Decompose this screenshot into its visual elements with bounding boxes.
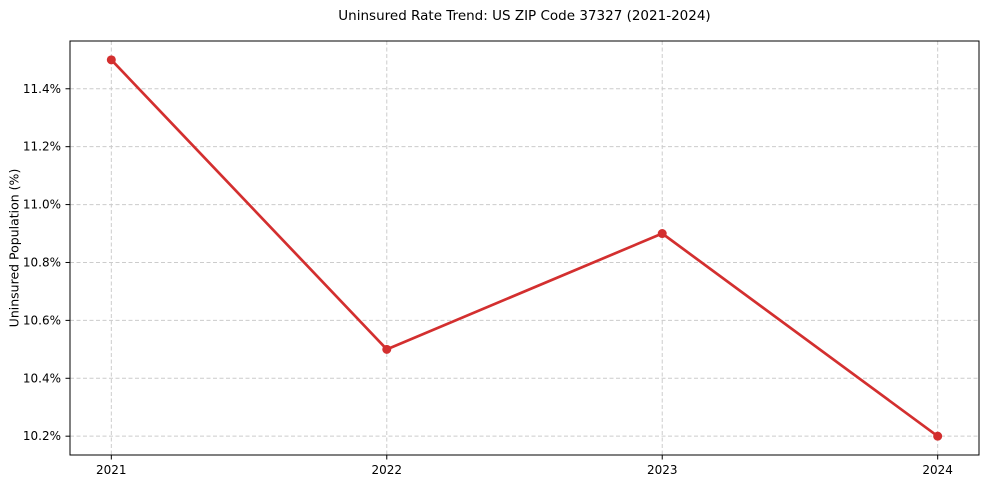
x-tick-label: 2021 [96, 463, 127, 477]
data-point [657, 229, 667, 239]
chart-title: Uninsured Rate Trend: US ZIP Code 37327 … [338, 8, 711, 24]
x-tick-label: 2022 [371, 463, 402, 477]
data-point [382, 344, 392, 354]
x-tick-label: 2024 [922, 463, 953, 477]
y-tick-label: 11.0% [23, 198, 61, 212]
data-point [933, 431, 943, 441]
y-tick-label: 11.2% [23, 140, 61, 154]
y-tick-label: 10.4% [23, 371, 61, 385]
data-point [106, 55, 116, 65]
x-tick-label: 2023 [647, 463, 678, 477]
y-tick-label: 10.6% [23, 313, 61, 327]
y-tick-label: 10.8% [23, 255, 61, 269]
y-tick-label: 11.4% [23, 82, 61, 96]
plot-border [69, 40, 980, 456]
series-line [109, 58, 940, 438]
y-tick-label: 10.2% [23, 429, 61, 443]
